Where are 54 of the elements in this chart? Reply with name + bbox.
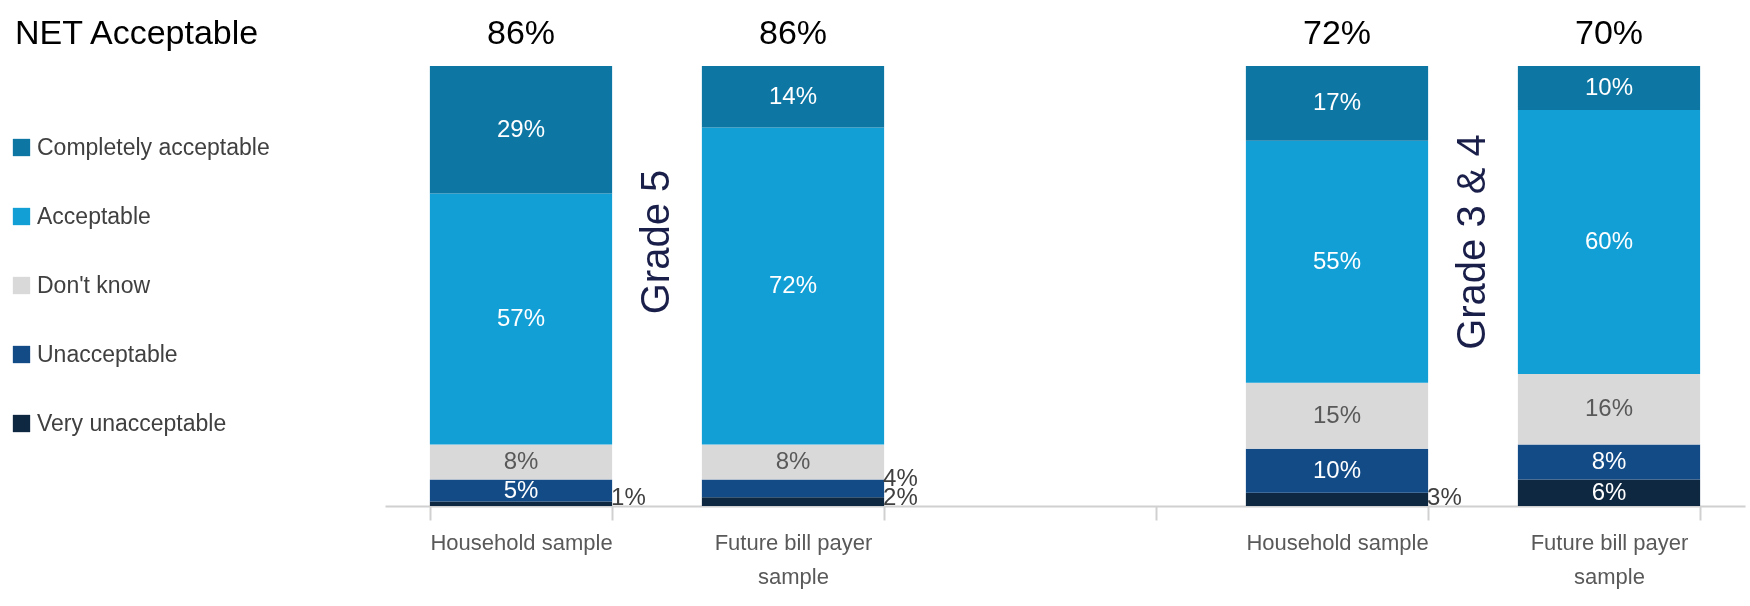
bar [1517,479,1701,506]
bar [701,66,885,128]
data-label: 55% [1312,246,1362,274]
data-label: 8% [503,447,539,474]
text: 70% [1574,13,1644,51]
bar [429,193,613,445]
bar [1245,448,1429,493]
bar [1245,140,1429,383]
bar [1245,492,1429,506]
text: 86% [486,13,556,51]
bar [1517,444,1701,480]
bar [701,497,885,506]
bar [701,479,885,498]
data-label: 5% [503,475,539,503]
legend-label: Completely acceptable [37,133,270,160]
data-label: 8% [775,447,811,474]
bar [1245,66,1429,141]
bar [429,501,613,506]
data-label: 60% [1584,227,1634,254]
data-label: 10% [1312,455,1362,483]
text: 72% [1302,13,1372,51]
bar [701,127,885,445]
data-label: 1% [611,483,646,510]
bar [1517,110,1701,374]
legend-label: Very unacceptable [37,409,227,436]
bar [701,444,885,480]
data-label: 17% [1312,88,1362,116]
bar [1245,382,1429,449]
data-label: 6% [1591,477,1627,505]
annotation: Grade 5 [633,169,677,315]
data-label: 10% [1584,73,1634,100]
bar [429,66,613,194]
bar [1517,374,1701,445]
text: 86% [758,13,828,51]
annotation: Grade 3 & 4 [1449,134,1493,350]
legend-label: Don't know [37,271,151,298]
data-label: 8% [1591,447,1627,474]
legend-label: Acceptable [37,202,151,229]
data-label: 72% [768,271,818,298]
bar [1517,66,1701,110]
data-label: 16% [1584,394,1634,422]
x-tick-label: Future bill payer sample [1530,529,1689,589]
bar [429,479,613,502]
data-label: 29% [496,114,546,142]
data-label: 15% [1312,400,1362,428]
data-label: 3% [1427,483,1462,510]
data-label: 57% [496,304,546,331]
x-tick-label: Household sample [430,529,613,555]
chart-title: NET Acceptable [15,13,259,51]
bar [429,444,613,480]
x-tick-label: Future bill payer sample [714,529,873,589]
data-label: 14% [768,81,818,109]
x-tick-label: Household sample [1246,529,1429,555]
legend-label: Unacceptable [37,340,178,367]
